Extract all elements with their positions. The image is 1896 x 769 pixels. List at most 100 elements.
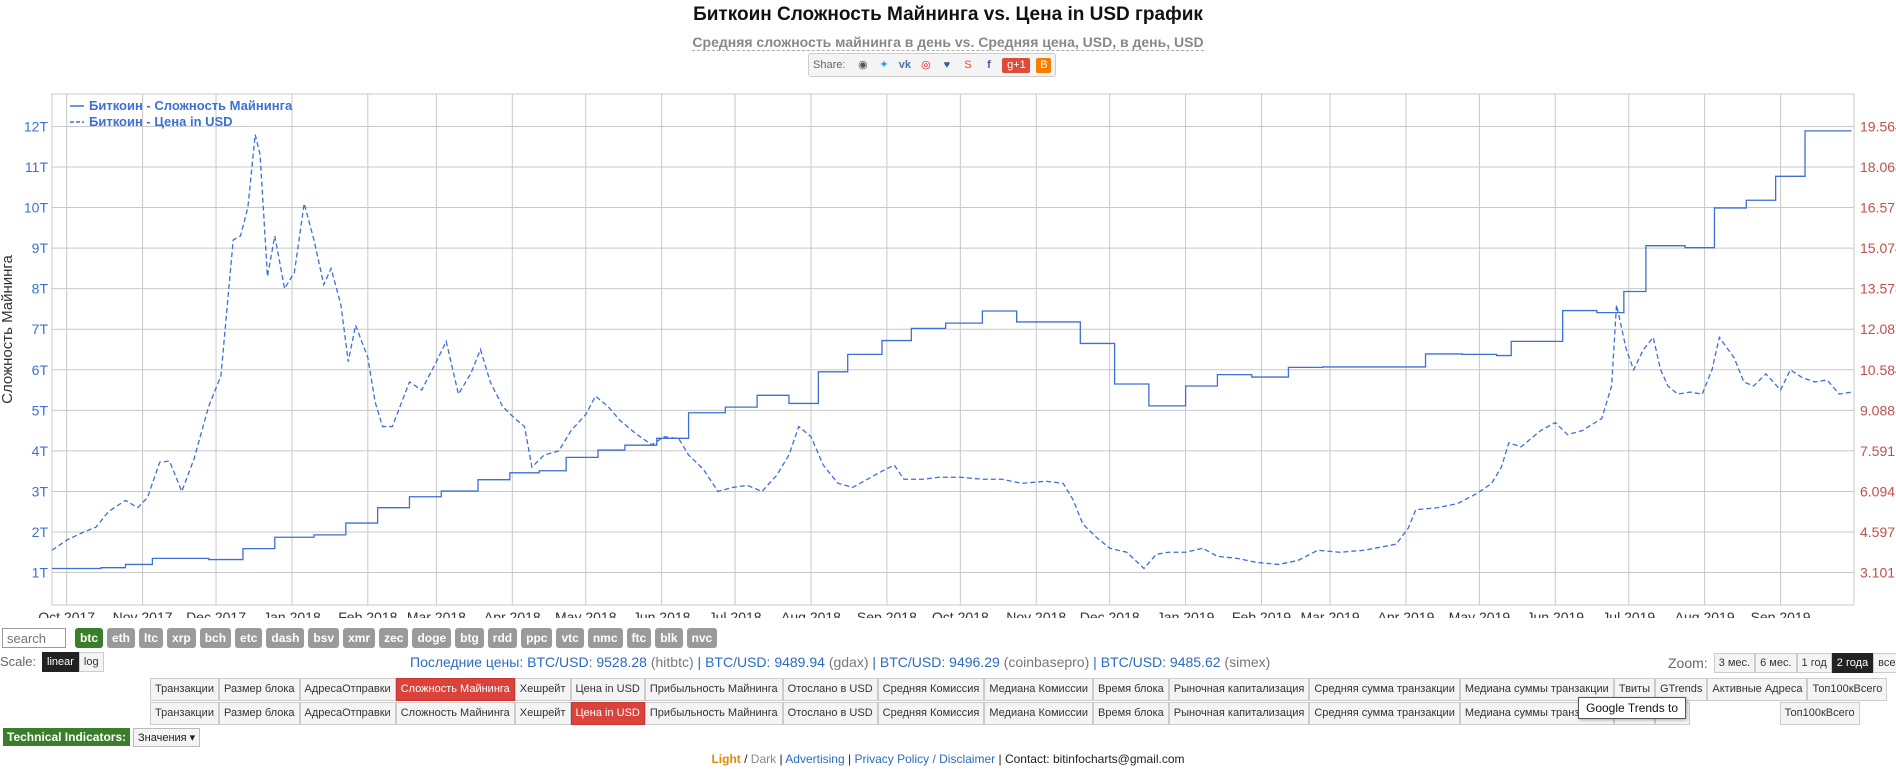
x-tick-label: Nov 2017 <box>113 609 173 618</box>
coin-zec-button[interactable]: zec <box>379 628 409 648</box>
share-label: Share: <box>813 59 846 71</box>
metric-button-5[interactable]: Цена in USD <box>570 678 645 701</box>
x-tick-label: May 2019 <box>1449 609 1511 618</box>
metric-button-14[interactable]: Твиты <box>1613 678 1655 701</box>
coin-nvc-button[interactable]: nvc <box>686 628 718 648</box>
gtrends-tooltip: Google Trends to <box>1578 697 1687 719</box>
coin-blk-button[interactable]: blk <box>655 628 683 648</box>
coin-dash-button[interactable]: dash <box>266 628 305 648</box>
metric-button-9[interactable]: Медиана Комиссии <box>984 702 1093 725</box>
metric-button-11[interactable]: Рыночная капитализация <box>1168 678 1310 701</box>
metric-button-8[interactable]: Средняя Комиссия <box>877 678 985 701</box>
metric-button-16[interactable]: Активные Адреса <box>1707 678 1808 701</box>
metric-button-10[interactable]: Время блока <box>1093 702 1169 725</box>
coin-eth-button[interactable]: eth <box>107 628 135 648</box>
metric-button-12[interactable]: Средняя сумма транзакции <box>1309 702 1460 725</box>
metric-button-6[interactable]: Прибыльность Майнинга <box>644 678 783 701</box>
metric-button-4[interactable]: Хешрейт <box>514 678 571 701</box>
coin-btg-button[interactable]: btg <box>455 628 484 648</box>
advertising-link[interactable]: Advertising <box>785 752 845 766</box>
coin-xmr-button[interactable]: xmr <box>343 628 376 648</box>
x-tick-label: Mar 2018 <box>407 609 466 618</box>
price-pair: BTC/USD: <box>705 654 775 670</box>
coin-btc-button[interactable]: btc <box>75 628 103 648</box>
google-plus-icon[interactable]: g+1 <box>1002 57 1031 73</box>
y-right-tick-label: 12.087 <box>1860 321 1896 337</box>
search-input[interactable] <box>2 628 66 648</box>
privacy-link[interactable]: Privacy Policy / Disclaimer <box>854 752 996 766</box>
metric-button-0[interactable]: Транзакции <box>150 702 219 725</box>
coin-selector: btc eth ltc xrp bch etc dash bsv xmr zec doge btg rd… <box>75 628 718 648</box>
weibo-icon[interactable]: ◎ <box>921 58 931 71</box>
zoom-option-0[interactable]: 3 мес. <box>1713 653 1756 673</box>
metric-button-9[interactable]: Медиана Комиссии <box>984 678 1093 701</box>
coin-bsv-button[interactable]: bsv <box>308 628 340 648</box>
metric-button-1[interactable]: Размер блока <box>218 678 300 701</box>
coin-etc-button[interactable]: etc <box>235 628 263 648</box>
metric-button-13[interactable]: Медиана суммы транзакции <box>1459 702 1614 725</box>
price-separator: | <box>1089 654 1101 670</box>
metric-button-7[interactable]: Отослано в USD <box>782 678 878 701</box>
metric-button-5[interactable]: Цена in USD <box>570 702 645 725</box>
coin-ltc-button[interactable]: ltc <box>139 628 164 648</box>
plot-frame <box>51 93 1855 606</box>
metric-button-11[interactable]: Рыночная капитализация <box>1168 702 1310 725</box>
coin-ftc-button[interactable]: ftc <box>626 628 652 648</box>
price-source: (coinbasepro) <box>1003 654 1090 670</box>
coin-vtc-button[interactable]: vtc <box>556 628 584 648</box>
x-tick-label: Oct 2017 <box>38 609 95 618</box>
y-right-tick-label: 15.074 <box>1860 240 1896 256</box>
technical-indicators-select[interactable]: Значения ▾ <box>133 728 201 747</box>
metric-button-8[interactable]: Средняя Комиссия <box>877 702 985 725</box>
blogger-icon[interactable]: B <box>1036 57 1052 73</box>
metric-button-2[interactable]: АдресаОтправки <box>299 678 396 701</box>
stumbleupon-icon[interactable]: S <box>964 58 972 71</box>
scale-linear-button[interactable]: linear <box>42 652 79 672</box>
reddit-icon[interactable]: ◉ <box>858 58 868 71</box>
x-tick-label: May 2018 <box>555 609 617 618</box>
zoom-option-2[interactable]: 1 год <box>1796 653 1832 673</box>
price-pair: BTC/USD: <box>879 654 950 670</box>
y-left-tick-label: 7T <box>32 321 49 337</box>
coin-ppc-button[interactable]: ppc <box>521 628 553 648</box>
metric-button-12[interactable]: Средняя сумма транзакции <box>1309 678 1460 701</box>
metric-button-15[interactable]: GTrends <box>1655 678 1708 701</box>
y-right-tick-label: 3.101 <box>1860 565 1895 581</box>
coin-bch-button[interactable]: bch <box>199 628 232 648</box>
y-right-tick-label: 6.094 <box>1860 483 1895 499</box>
price-value: 9528.28 <box>596 654 651 670</box>
y-right-tick-label: 13.578 <box>1860 281 1896 297</box>
zoom-option-1[interactable]: 6 мес. <box>1755 653 1797 673</box>
vk-icon[interactable]: vk <box>898 58 912 71</box>
metric-button-6[interactable]: Прибыльность Майнинга <box>644 702 783 725</box>
chart-subtitle[interactable]: Средняя сложность майнинга в день vs. Ср… <box>692 34 1204 51</box>
coin-rdd-button[interactable]: rdd <box>487 628 518 648</box>
technical-indicators-label: Technical Indicators: <box>3 728 131 746</box>
metric-button-17[interactable]: Топ100кВсего <box>1779 702 1860 725</box>
metric-button-17[interactable]: Топ100кВсего <box>1807 678 1888 701</box>
metric-button-3[interactable]: Сложность Майнинга <box>395 678 515 701</box>
metric-button-2[interactable]: АдресаОтправки <box>299 702 396 725</box>
metric-button-3[interactable]: Сложность Майнинга <box>395 702 515 725</box>
twitter-icon[interactable]: ✦ <box>879 58 889 71</box>
price-source: (simex) <box>1224 654 1271 670</box>
zoom-option-4[interactable]: все вре <box>1873 653 1896 673</box>
like-icon[interactable]: ♥ <box>943 58 951 71</box>
zoom-option-3[interactable]: 2 года <box>1831 653 1874 673</box>
share-bar: Share: ◉ ✦ vk ◎ ♥ S f g+1 B <box>808 53 1057 77</box>
metric-button-4[interactable]: Хешрейт <box>514 702 571 725</box>
theme-dark-link[interactable]: Dark <box>750 752 777 766</box>
theme-light-link[interactable]: Light <box>711 752 741 766</box>
scale-log-button[interactable]: log <box>78 652 104 672</box>
metric-button-13[interactable]: Медиана суммы транзакции <box>1459 678 1614 701</box>
metric-button-1[interactable]: Размер блока <box>218 702 300 725</box>
metric-button-10[interactable]: Время блока <box>1093 678 1169 701</box>
coin-doge-button[interactable]: doge <box>412 628 452 648</box>
metric-button-7[interactable]: Отослано в USD <box>782 702 878 725</box>
coin-xrp-button[interactable]: xrp <box>167 628 196 648</box>
metric-button-0[interactable]: Транзакции <box>150 678 219 701</box>
coin-nmc-button[interactable]: nmc <box>587 628 623 648</box>
y-right-tick-label: 10.584 <box>1860 362 1896 378</box>
facebook-icon[interactable]: f <box>987 58 991 71</box>
y-right-tick-label: 9.088 <box>1860 402 1895 418</box>
